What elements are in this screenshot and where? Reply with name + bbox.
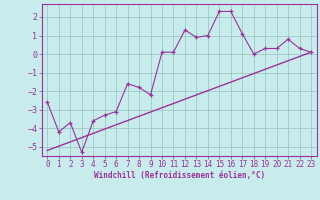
X-axis label: Windchill (Refroidissement éolien,°C): Windchill (Refroidissement éolien,°C) <box>94 171 265 180</box>
